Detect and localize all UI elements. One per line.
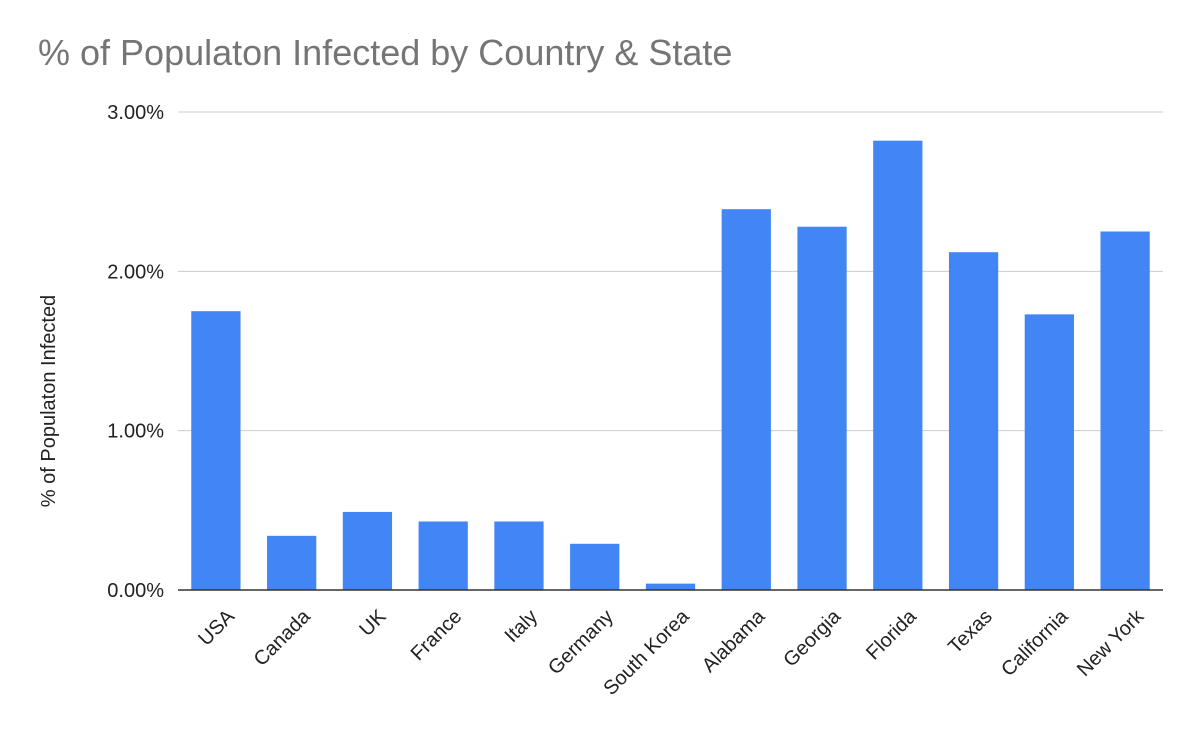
bar: [494, 521, 544, 590]
chart-title: % of Populaton Infected by Country & Sta…: [38, 32, 733, 73]
bar: [418, 521, 468, 590]
x-tick-label: France: [407, 606, 467, 666]
bar: [267, 535, 317, 590]
y-tick-label: 0.00%: [107, 580, 164, 602]
x-tick-label: UK: [355, 605, 391, 641]
x-tick-label: Georgia: [779, 605, 845, 671]
y-tick-label: 3.00%: [107, 102, 164, 124]
x-tick-label: Alabama: [698, 605, 770, 677]
y-axis-label: % of Populaton Infected: [38, 295, 60, 507]
bar: [191, 311, 241, 590]
x-tick-label: Canada: [250, 605, 316, 671]
y-tick-label: 2.00%: [107, 261, 164, 283]
x-tick-label: Florida: [862, 605, 921, 664]
bar: [797, 226, 847, 590]
y-tick-label: 1.00%: [107, 421, 164, 443]
bar: [645, 583, 696, 590]
x-tick-label: New York: [1073, 605, 1149, 681]
bar: [721, 209, 771, 590]
x-tick-label: Germany: [544, 606, 618, 680]
bar: [873, 140, 923, 590]
x-tick-label: Italy: [501, 606, 542, 647]
x-tick-label: California: [997, 605, 1073, 681]
bar: [342, 511, 393, 590]
x-tick-label: USA: [194, 605, 239, 650]
x-tick-label: Texas: [944, 606, 997, 659]
bar: [948, 252, 999, 591]
bar: [570, 543, 620, 590]
bar: [1024, 314, 1074, 590]
bar: [1100, 231, 1150, 590]
